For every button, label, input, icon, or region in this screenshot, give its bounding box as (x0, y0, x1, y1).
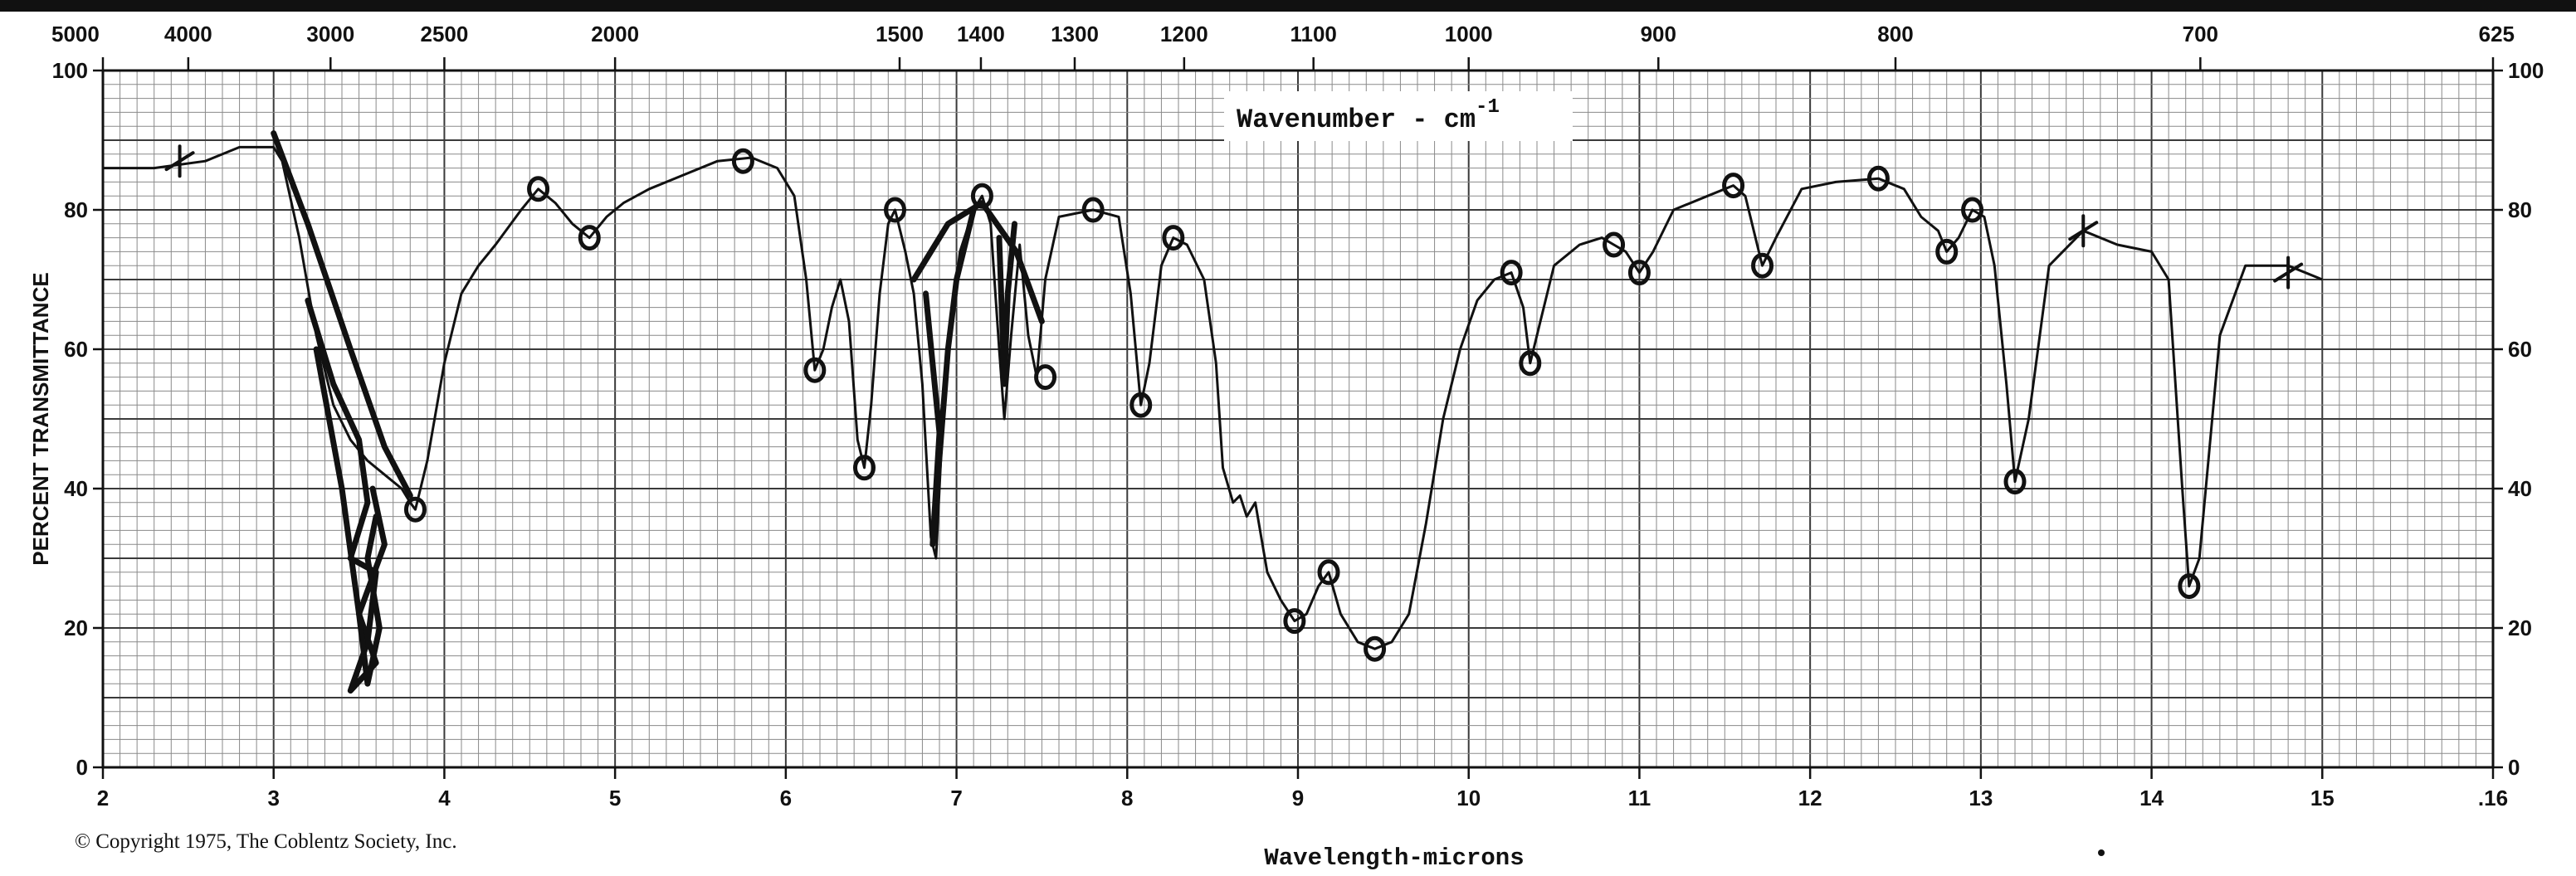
top-tick-label: 1300 (1051, 22, 1099, 46)
y-axis-ticks: 0 20 40 60 80 100 0 20 40 60 80 100 (52, 58, 2544, 780)
top-tick-label: 625 (2479, 22, 2515, 46)
handwritten-annotations (164, 130, 2304, 694)
x-tick-label: 15 (2310, 786, 2334, 810)
spectrum-line (103, 145, 2323, 650)
peak-circle-mark (1603, 231, 1626, 258)
peak-circle-mark (1722, 173, 1745, 199)
y-tick-label-left: 40 (64, 476, 88, 501)
peak-circle-mark (1627, 260, 1651, 286)
x-tick-label: 7 (950, 786, 962, 810)
peak-circle-mark (803, 357, 827, 383)
x-tick-label: .16 (2478, 786, 2508, 810)
x-tick-label: 11 (1628, 786, 1651, 810)
peak-circle-mark (1961, 197, 1984, 223)
x-tick-label: 6 (780, 786, 792, 810)
peak-circle-mark (1283, 608, 1306, 635)
peak-circle-mark (527, 176, 550, 202)
x-axis-ticks: 2 3 4 5 6 7 8 9 10 11 12 13 14 15 .16 (97, 767, 2508, 810)
ink-stroke (910, 200, 1045, 324)
top-axis-ticks: 5000 4000 3000 2500 2000 1500 1400 1300 1200 1100… (51, 22, 2515, 71)
y-tick-label-right: 0 (2508, 755, 2520, 780)
y-tick-label-left: 100 (52, 58, 88, 83)
ink-stroke (996, 221, 1017, 387)
top-axis-label: Wavenumber - cm-1 (1237, 96, 1500, 135)
x-tick-label: 9 (1292, 786, 1304, 810)
top-tick-label: 1200 (1160, 22, 1208, 46)
x-tick-label: 13 (1969, 786, 1993, 810)
peak-circle-mark (884, 197, 907, 223)
spectrum-series (103, 145, 2323, 650)
y-axis-label: PERCENT TRANSMITTANCE (28, 272, 53, 565)
peak-circle-mark (1500, 260, 1523, 286)
peak-circle-mark (1034, 364, 1057, 391)
y-tick-label-left: 80 (64, 197, 88, 222)
x-tick-label: 10 (1456, 786, 1481, 810)
ink-stroke (271, 130, 413, 499)
top-tick-label: 2000 (591, 22, 639, 46)
x-tick-label: 4 (438, 786, 451, 810)
peak-circle-mark (1519, 350, 1542, 377)
y-tick-label-right: 80 (2508, 197, 2532, 222)
y-tick-label-left: 60 (64, 337, 88, 362)
top-tick-label: 3000 (306, 22, 354, 46)
peak-circle-mark (731, 148, 754, 174)
top-border-band (0, 0, 2576, 12)
copyright-text: © Copyright 1975, The Coblentz Society, … (75, 830, 457, 853)
y-tick-label-right: 40 (2508, 476, 2532, 501)
x-axis-label: Wavelength-microns (1264, 844, 1524, 872)
cross-mark (164, 144, 195, 178)
top-tick-label: 700 (2183, 22, 2218, 46)
peak-circle-mark (1364, 635, 1387, 662)
x-tick-label: 3 (267, 786, 279, 810)
cross-mark (2273, 256, 2304, 290)
peak-circle-mark (1081, 197, 1105, 223)
x-tick-label: 8 (1121, 786, 1133, 810)
top-tick-label: 1400 (957, 22, 1005, 46)
y-tick-label-left: 0 (76, 755, 88, 780)
top-tick-label: 4000 (164, 22, 212, 46)
ink-stroke (313, 346, 383, 687)
peak-circle-mark (1935, 238, 1959, 265)
top-tick-label: 800 (1877, 22, 1913, 46)
top-tick-label: 1100 (1290, 22, 1336, 46)
x-tick-label: 2 (97, 786, 109, 810)
peak-circle-mark (578, 225, 601, 251)
peak-circle-mark (2003, 469, 2027, 495)
top-axis-label-box (1224, 91, 1573, 141)
ink-stroke (305, 297, 388, 694)
peak-circle-mark (2178, 573, 2201, 600)
peak-circle-mark (1129, 392, 1153, 418)
ink-stroke (923, 207, 977, 548)
stray-dot (2098, 849, 2105, 856)
y-tick-label-left: 20 (64, 616, 88, 640)
top-tick-label: 900 (1641, 22, 1676, 46)
top-tick-label: 2500 (421, 22, 469, 46)
peak-circle-mark (1162, 225, 1185, 251)
peak-circle-mark (852, 455, 876, 481)
y-tick-label-right: 20 (2508, 616, 2532, 640)
top-tick-label: 1000 (1445, 22, 1493, 46)
peak-circle-mark (403, 496, 427, 523)
peak-circle-mark (1866, 165, 1890, 192)
x-tick-label: 12 (1798, 786, 1822, 810)
peak-circle-mark (1751, 252, 1774, 279)
top-tick-label: 5000 (51, 22, 100, 46)
chart-grid (102, 70, 2494, 768)
cross-mark (2068, 214, 2099, 248)
peak-circle-mark (1317, 559, 1340, 586)
y-tick-label-right: 100 (2508, 58, 2544, 83)
top-tick-label: 1500 (876, 22, 924, 46)
y-tick-label-right: 60 (2508, 337, 2532, 362)
x-tick-label: 5 (609, 786, 621, 810)
x-tick-label: 14 (2139, 786, 2164, 810)
